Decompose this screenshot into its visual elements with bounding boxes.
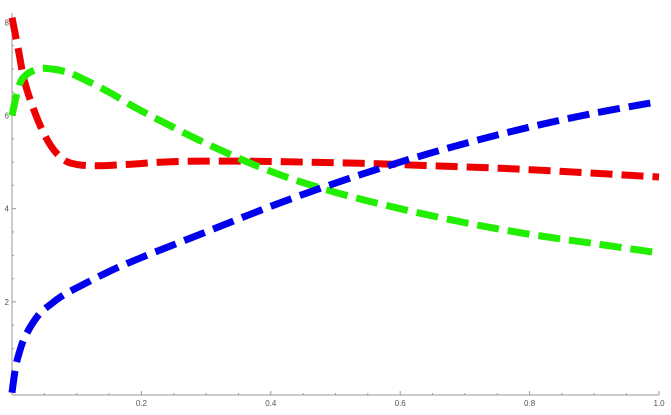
axes: 0.2 0.4 0.6 0.8 1.0 2 4 6 8 <box>5 13 665 408</box>
x-tick-label: 1.0 <box>653 399 665 408</box>
y-tick-label: 2 <box>5 298 10 307</box>
series-group <box>8 16 660 394</box>
x-tick-label: 0.2 <box>136 399 148 408</box>
y-tick-label: 8 <box>5 18 10 27</box>
green-series-line <box>8 64 660 257</box>
blue-series-line <box>8 98 660 394</box>
x-tick-label: 0.6 <box>395 399 407 408</box>
y-tick-label: 6 <box>5 111 10 120</box>
x-tick-label: 0.4 <box>265 399 277 408</box>
y-tick-label: 4 <box>5 205 10 214</box>
red-series-line <box>8 16 660 181</box>
x-tick-label: 0.8 <box>524 399 536 408</box>
